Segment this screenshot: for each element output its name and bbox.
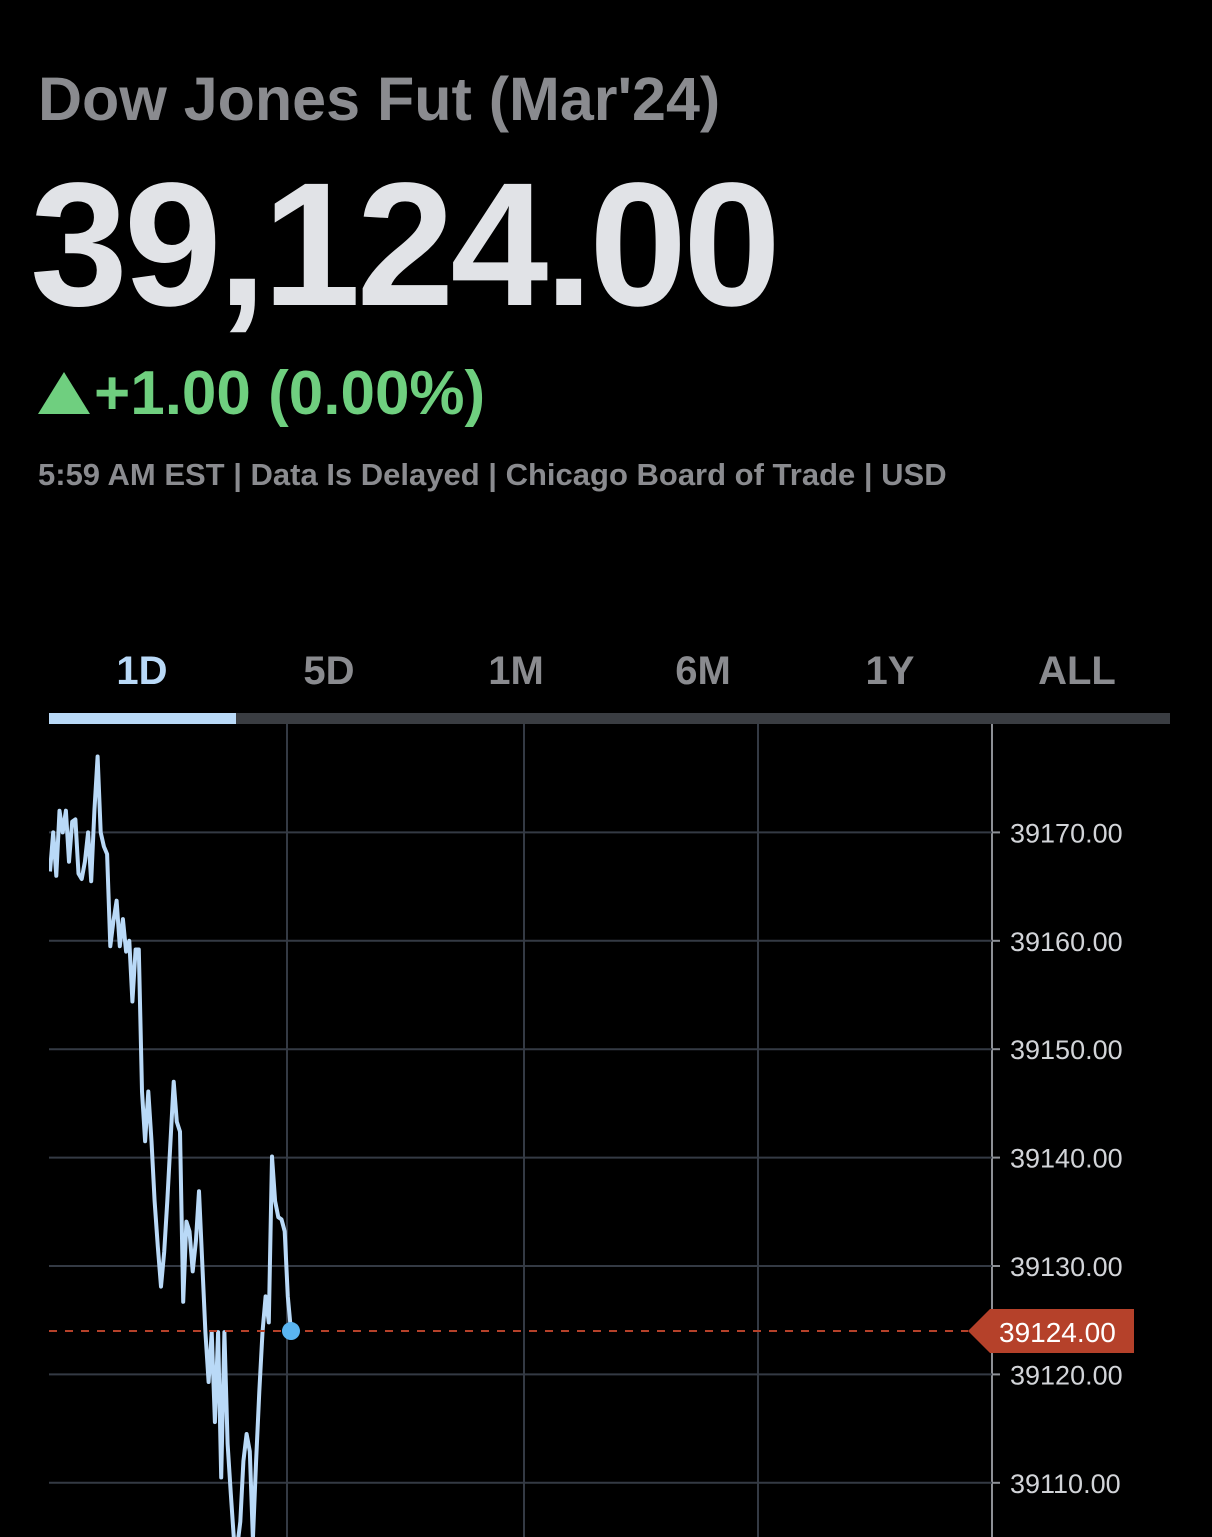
y-tick-label: 39170.00 xyxy=(1010,818,1123,848)
price-line xyxy=(49,754,293,1537)
last-price-label: 39124.00 xyxy=(999,1317,1116,1348)
tab[interactable]: ALL xyxy=(1038,649,1116,693)
vertical-grid xyxy=(286,724,759,1537)
y-tick-label: 39130.00 xyxy=(1010,1252,1123,1282)
change: +1.00 (0.00%) xyxy=(94,359,485,428)
y-tick-label: 39150.00 xyxy=(1010,1035,1123,1065)
y-tick-label: 39140.00 xyxy=(1010,1144,1123,1174)
last-point xyxy=(282,1322,300,1341)
y-tick-label: 39110.00 xyxy=(1010,1469,1121,1499)
up-arrow xyxy=(38,372,90,414)
tab-indicator xyxy=(49,713,236,724)
y-tick-label: 39120.00 xyxy=(1010,1360,1123,1390)
title: Dow Jones Fut (Mar'24) xyxy=(38,65,720,133)
tab[interactable]: 1D xyxy=(116,649,167,693)
tab[interactable]: 6M xyxy=(675,649,731,693)
price: 39,124.00 xyxy=(30,147,777,343)
tab[interactable]: 1M xyxy=(488,649,544,693)
last-price-tag xyxy=(968,1309,1134,1354)
meta: 5:59 AM EST | Data Is Delayed | Chicago … xyxy=(38,457,947,492)
y-tick-label: 39160.00 xyxy=(1010,927,1123,957)
tab[interactable]: 1Y xyxy=(866,649,915,693)
tab-track xyxy=(49,713,1170,724)
tab[interactable]: 5D xyxy=(303,649,354,693)
